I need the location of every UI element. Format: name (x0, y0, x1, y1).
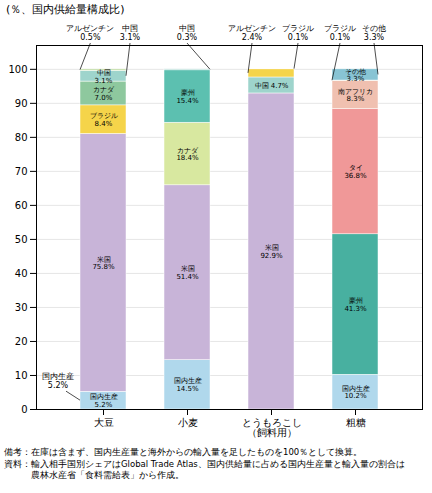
svg-text:その他3.3%: その他3.3% (362, 24, 386, 43)
html-text:資料：輸入相手国別シェアはGlobal Trade Atla: 資料：輸入相手国別シェアはGlobal Trade Atlas、国内供給量に占め… (4, 458, 405, 469)
svg-text:中国 4.7%: 中国 4.7% (254, 82, 288, 90)
svg-text:豪州41.3%: 豪州41.3% (344, 297, 367, 313)
svg-text:ブラジル0.1%: ブラジル0.1% (324, 24, 356, 43)
svg-text:40: 40 (15, 268, 28, 279)
svg-text:90: 90 (15, 98, 28, 109)
svg-text:大豆: 大豆 (94, 417, 114, 428)
svg-text:国内生産5.2%: 国内生産5.2% (90, 393, 118, 409)
svg-text:米国75.8%: 米国75.8% (92, 255, 115, 271)
svg-text:カナダ18.4%: カナダ18.4% (176, 147, 199, 163)
svg-text:20: 20 (15, 336, 28, 347)
svg-text:中国3.1%: 中国3.1% (120, 24, 141, 43)
svg-text:豪州15.4%: 豪州15.4% (176, 89, 199, 105)
svg-text:中国3.1%: 中国3.1% (95, 69, 113, 85)
svg-text:10: 10 (15, 370, 28, 381)
svg-text:70: 70 (15, 166, 28, 177)
svg-text:50: 50 (15, 234, 28, 245)
svg-text:30: 30 (15, 302, 28, 313)
svg-text:その他3.3%: その他3.3% (345, 68, 366, 84)
svg-text:小麦: 小麦 (178, 417, 198, 428)
svg-text:米国92.9%: 米国92.9% (260, 244, 283, 260)
svg-text:国内生産5.2%: 国内生産5.2% (42, 372, 74, 391)
svg-text:国内生産10.2%: 国内生産10.2% (342, 385, 370, 401)
svg-text:アルゼンチン2.4%: アルゼンチン2.4% (228, 24, 276, 43)
svg-text:アルゼンチン0.5%: アルゼンチン0.5% (66, 24, 114, 43)
html-text:(％、国内供給量構成比): (％、国内供給量構成比) (6, 3, 125, 16)
svg-text:粗糖: 粗糖 (346, 417, 366, 428)
svg-text:国内生産14.5%: 国内生産14.5% (174, 377, 202, 393)
svg-text:ブラジル0.1%: ブラジル0.1% (282, 24, 314, 43)
svg-text:100: 100 (8, 64, 27, 75)
svg-text:南アフリカ8.3%: 南アフリカ8.3% (338, 88, 373, 104)
svg-text:米国51.4%: 米国51.4% (176, 265, 199, 281)
svg-text:80: 80 (15, 132, 28, 143)
svg-text:タイ36.8%: タイ36.8% (344, 164, 367, 180)
html-text:農林水産省「食料需給表」から作成。: 農林水産省「食料需給表」から作成。 (4, 470, 184, 480)
svg-text:0: 0 (21, 404, 27, 415)
svg-text:60: 60 (15, 200, 28, 211)
svg-text:カナダ7.0%: カナダ7.0% (93, 86, 115, 102)
svg-text:ブラジル8.4%: ブラジル8.4% (90, 112, 118, 128)
html-text:備考：在庫は含まず、国内生産量と海外からの輸入量を足したもの: 備考：在庫は含まず、国内生産量と海外からの輸入量を足したものを100％として換算… (4, 447, 363, 457)
svg-text:とうもろこし（飼料用）: とうもろこし（飼料用） (242, 417, 302, 438)
svg-text:中国0.3%: 中国0.3% (177, 24, 198, 43)
